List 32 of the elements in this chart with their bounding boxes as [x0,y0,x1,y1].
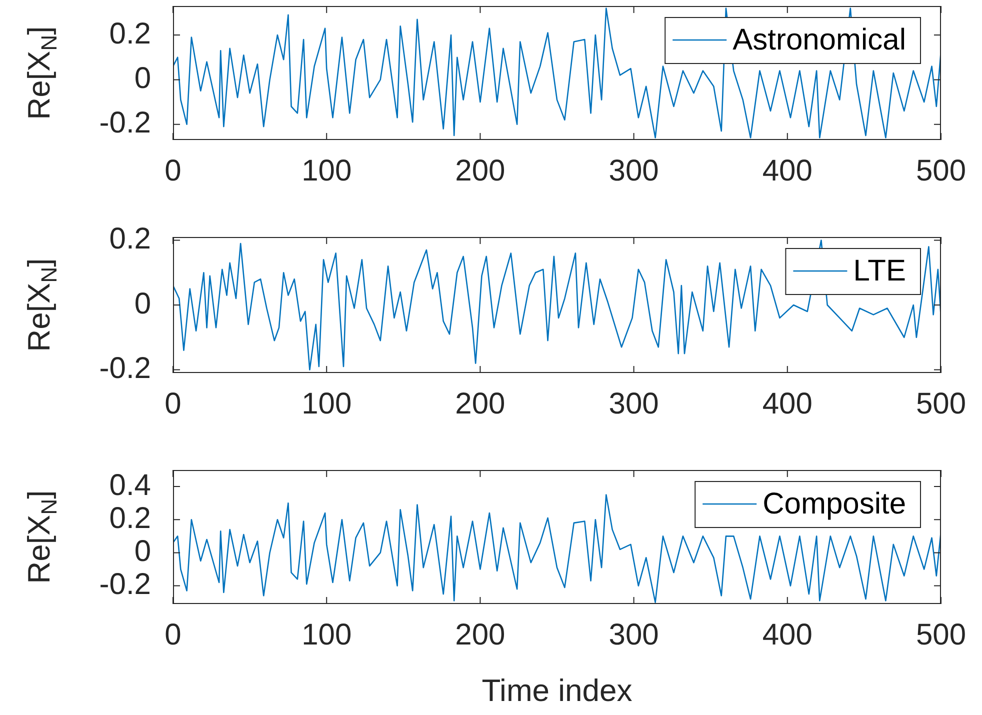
y-tick-label: 0 [134,62,151,95]
x-tick-label: 0 [164,154,182,188]
x-tick-label: 100 [302,387,352,420]
x-tick-label: 400 [762,154,812,188]
x-tick-label: 100 [302,618,352,652]
x-tick-label: 200 [455,387,506,420]
x-tick-label: 500 [916,387,966,420]
y-tick-label: 0 [134,287,151,320]
y-tick-label: 0.2 [109,222,151,256]
x-tick-label: 500 [916,618,966,652]
x-tick-label: 400 [762,618,812,652]
y-tick-label: 0.2 [109,502,151,535]
x-tick-label: 100 [302,154,352,188]
y-tick-label: -0.2 [99,352,151,386]
x-tick-label: 500 [916,154,966,188]
x-tick-label: 300 [608,618,659,652]
x-tick-label: 0 [164,618,182,652]
x-tick-label: 200 [455,154,506,188]
x-tick-label: 400 [762,387,812,420]
y-tick-label: 0.2 [109,17,151,50]
y-tick-label: -0.2 [99,568,151,602]
legend-label: Astronomical [732,23,906,56]
y-tick-label: 0.4 [109,468,151,502]
x-axis-title: Time index [482,672,633,708]
y-tick-label: 0 [134,534,151,568]
x-tick-label: 300 [608,154,659,188]
x-tick-label: 200 [455,618,506,652]
x-tick-label: 0 [164,387,182,420]
legend-label: LTE [853,254,906,288]
x-tick-label: 300 [608,387,659,420]
y-tick-label: -0.2 [99,106,151,140]
legend-label: Composite [762,487,906,520]
